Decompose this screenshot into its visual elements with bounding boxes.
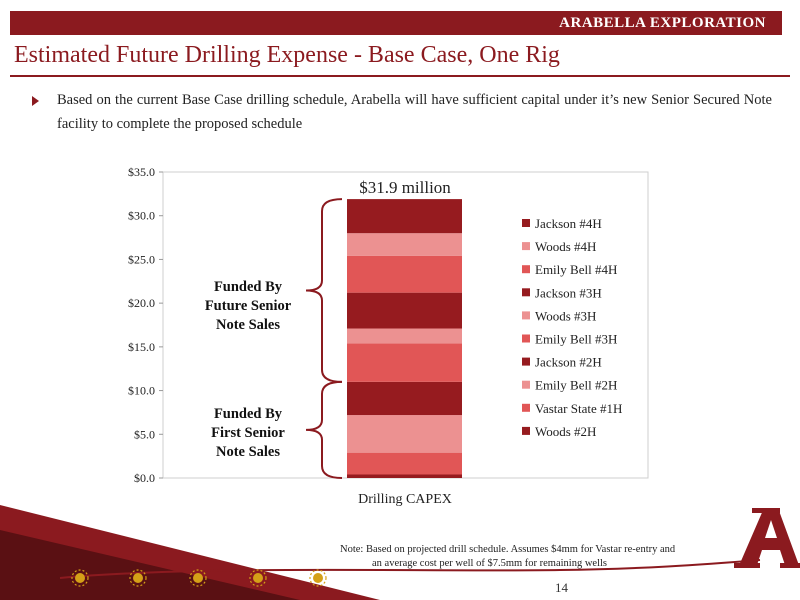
legend-label: Emily Bell #4H xyxy=(535,262,617,277)
future-funding-line: Future Senior xyxy=(204,298,292,314)
footer-line xyxy=(59,559,761,579)
legend-label: Emily Bell #3H xyxy=(535,332,617,347)
bar-segment xyxy=(347,343,462,382)
funding-brace xyxy=(305,380,343,479)
legend-swatch xyxy=(522,403,530,412)
bar-segment xyxy=(347,328,462,344)
first-funding-line: First Senior xyxy=(211,425,285,441)
future-funding-line: Note Sales xyxy=(215,317,281,333)
gold-dot-icon xyxy=(313,573,323,583)
legend-label: Woods #2H xyxy=(535,424,596,439)
legend-label: Jackson #2H xyxy=(535,355,602,370)
legend-label: Woods #3H xyxy=(535,308,596,323)
bar-segment xyxy=(347,474,462,478)
legend-label: Jackson #4H xyxy=(535,216,602,231)
gold-dot-ring xyxy=(249,569,267,587)
gold-dot-icon xyxy=(253,573,263,583)
bar-segment xyxy=(347,381,462,416)
y-tick-label: $15.0 xyxy=(128,340,155,354)
gold-dot-icon xyxy=(75,573,85,583)
legend-swatch xyxy=(522,357,530,366)
gold-dot-ring xyxy=(189,569,207,587)
bar-segment xyxy=(347,233,462,256)
future-funding-label: Funded By Future Senior Note Sales xyxy=(193,278,303,335)
future-funding-line: Funded By xyxy=(213,279,283,295)
y-tick-label: $5.0 xyxy=(134,427,155,441)
title-divider xyxy=(10,75,790,77)
legend-swatch xyxy=(522,311,530,320)
gold-dot-ring xyxy=(309,569,327,587)
y-tick-label: $20.0 xyxy=(128,296,155,310)
y-tick-label: $35.0 xyxy=(128,165,155,179)
legend-swatch xyxy=(522,219,530,227)
footnote: Note: Based on projected drill schedule.… xyxy=(340,543,740,571)
bar-segment xyxy=(347,452,462,475)
page-number: 14 xyxy=(555,580,568,595)
bar-segment xyxy=(347,255,462,293)
funding-brace xyxy=(305,198,343,383)
legend-swatch xyxy=(522,380,530,389)
legend-label: Jackson #3H xyxy=(535,285,602,300)
footnote-line: an average cost per well of $7.5mm for r… xyxy=(372,558,608,569)
legend-swatch xyxy=(522,242,530,251)
legend-label: Woods #4H xyxy=(535,239,596,254)
y-tick-label: $30.0 xyxy=(128,209,155,223)
gold-dot-icon xyxy=(193,573,203,583)
footer-wedge-shadow xyxy=(0,530,300,600)
x-category-label: Drilling CAPEX xyxy=(358,492,452,507)
legend-swatch xyxy=(522,426,530,435)
footnote-line: Note: Based on projected drill schedule.… xyxy=(340,544,676,555)
first-funding-label: Funded By First Senior Note Sales xyxy=(193,405,303,462)
legend-label: Emily Bell #2H xyxy=(535,378,617,393)
brand-bar: ARABELLA EXPLORATION xyxy=(10,11,782,35)
bar-segment xyxy=(347,415,462,453)
bar-segment xyxy=(347,292,462,329)
first-funding-line: Note Sales xyxy=(215,444,281,460)
gold-dot-ring xyxy=(71,569,89,587)
page-title: Estimated Future Drilling Expense - Base… xyxy=(14,42,560,68)
company-logo-icon xyxy=(734,508,800,568)
bar-segment xyxy=(347,199,462,234)
legend-label: Vastar State #1H xyxy=(535,401,622,416)
total-label: $31.9 million xyxy=(359,178,451,197)
y-tick-label: $0.0 xyxy=(134,471,155,485)
bullet-arrow-icon xyxy=(32,96,39,106)
first-funding-line: Funded By xyxy=(213,406,283,422)
brand-name: ARABELLA EXPLORATION xyxy=(559,15,766,31)
gold-dot-ring xyxy=(129,569,147,587)
bullet-text: Based on the current Base Case drilling … xyxy=(57,92,772,132)
legend-swatch xyxy=(522,265,530,274)
gold-dot-icon xyxy=(133,573,143,583)
legend-swatch xyxy=(522,288,530,297)
legend-swatch xyxy=(522,334,530,343)
y-tick-label: $10.0 xyxy=(128,384,155,398)
y-tick-label: $25.0 xyxy=(128,252,155,266)
